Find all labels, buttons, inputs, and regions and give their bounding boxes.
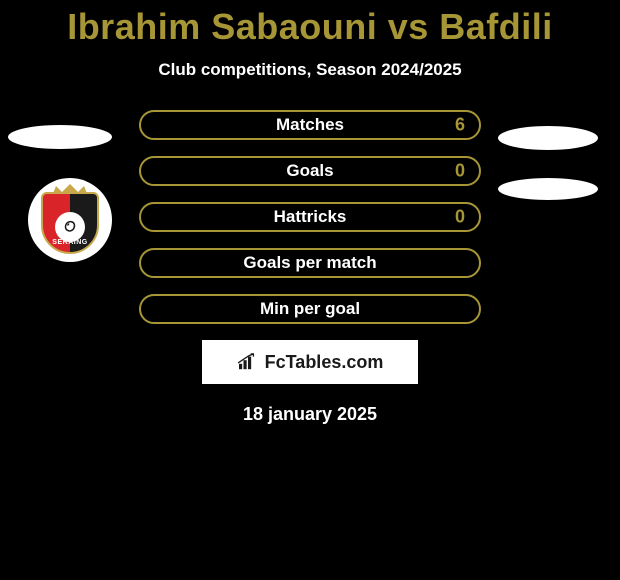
brand-name: FcTables.com (265, 352, 384, 373)
stat-bar-goals: Goals 0 (139, 156, 481, 186)
stat-label: Goals (286, 161, 333, 181)
stat-row: Goals per match (139, 248, 481, 278)
stat-label: Matches (276, 115, 344, 135)
stats-container: Matches 6 Goals 0 Hattricks 0 Goals per … (0, 110, 620, 324)
stat-row: Goals 0 (139, 156, 481, 186)
stat-bar-goals-per-match: Goals per match (139, 248, 481, 278)
stat-bar-hattricks: Hattricks 0 (139, 202, 481, 232)
bar-chart-icon (237, 353, 259, 371)
stat-value: 0 (455, 207, 465, 228)
page-title: Ibrahim Sabaouni vs Bafdili (0, 0, 620, 48)
stat-row: Min per goal (139, 294, 481, 324)
stat-label: Min per goal (260, 299, 360, 319)
stat-label: Hattricks (274, 207, 347, 227)
stat-row: Matches 6 (139, 110, 481, 140)
stat-value: 0 (455, 161, 465, 182)
stat-row: Hattricks 0 (139, 202, 481, 232)
stat-value: 6 (455, 115, 465, 136)
stat-bar-min-per-goal: Min per goal (139, 294, 481, 324)
date-label: 18 january 2025 (0, 404, 620, 425)
stat-bar-matches: Matches 6 (139, 110, 481, 140)
brand-logo-box[interactable]: FcTables.com (202, 340, 418, 384)
page-subtitle: Club competitions, Season 2024/2025 (0, 60, 620, 80)
stat-label: Goals per match (243, 253, 376, 273)
